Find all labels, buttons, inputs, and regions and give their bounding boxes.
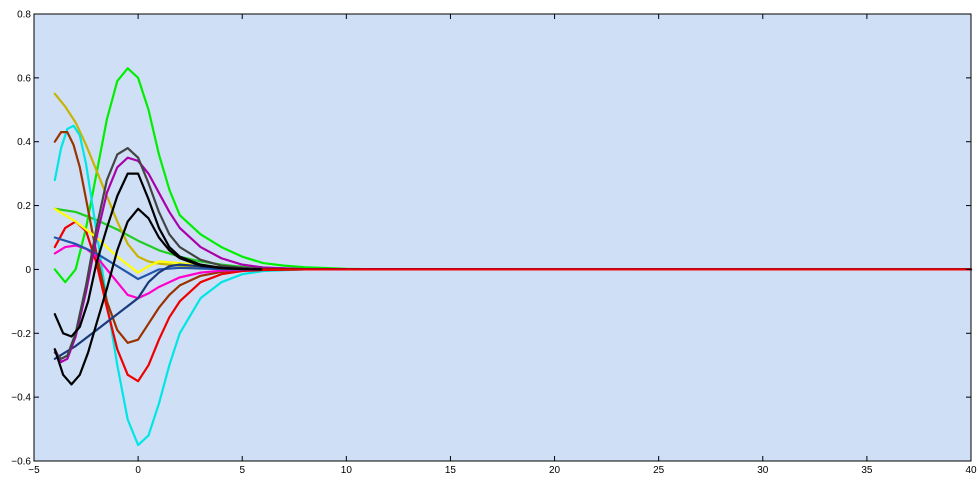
y-tick-label: −0.6	[11, 457, 31, 468]
x-tick-label: 20	[549, 465, 561, 476]
x-tick-label: 35	[861, 465, 873, 476]
y-tick-label: −0.2	[11, 329, 31, 340]
x-tick-label: 30	[757, 465, 769, 476]
x-tick-label: −5	[28, 465, 40, 476]
series-line-4	[53, 124, 973, 447]
y-tick-label: 0.6	[17, 73, 31, 84]
x-axis: −5 0 5 10 15 20 25 30 35 40	[28, 14, 977, 476]
y-tick-label: 0.4	[17, 137, 31, 148]
series-line-6	[53, 220, 973, 383]
x-tick-label: 0	[135, 465, 141, 476]
x-tick-label: 5	[239, 465, 245, 476]
series-line-14	[53, 207, 973, 386]
y-axis: −0.6 −0.4 −0.2 0 0.2 0.4 0.6 0.8	[11, 10, 971, 468]
x-tick-label: 40	[965, 465, 977, 476]
series-layer	[53, 67, 973, 447]
x-tick-label: 25	[653, 465, 665, 476]
y-tick-label: −0.4	[11, 393, 31, 404]
y-tick-label: 0.2	[17, 201, 31, 212]
y-tick-label: 0.8	[17, 10, 31, 21]
series-line-12	[53, 147, 973, 360]
x-tick-label: 15	[445, 465, 457, 476]
plot-background	[34, 14, 971, 461]
plot-frame	[33, 13, 972, 462]
y-tick-label: 0	[25, 265, 31, 276]
x-tick-label: 10	[341, 465, 353, 476]
